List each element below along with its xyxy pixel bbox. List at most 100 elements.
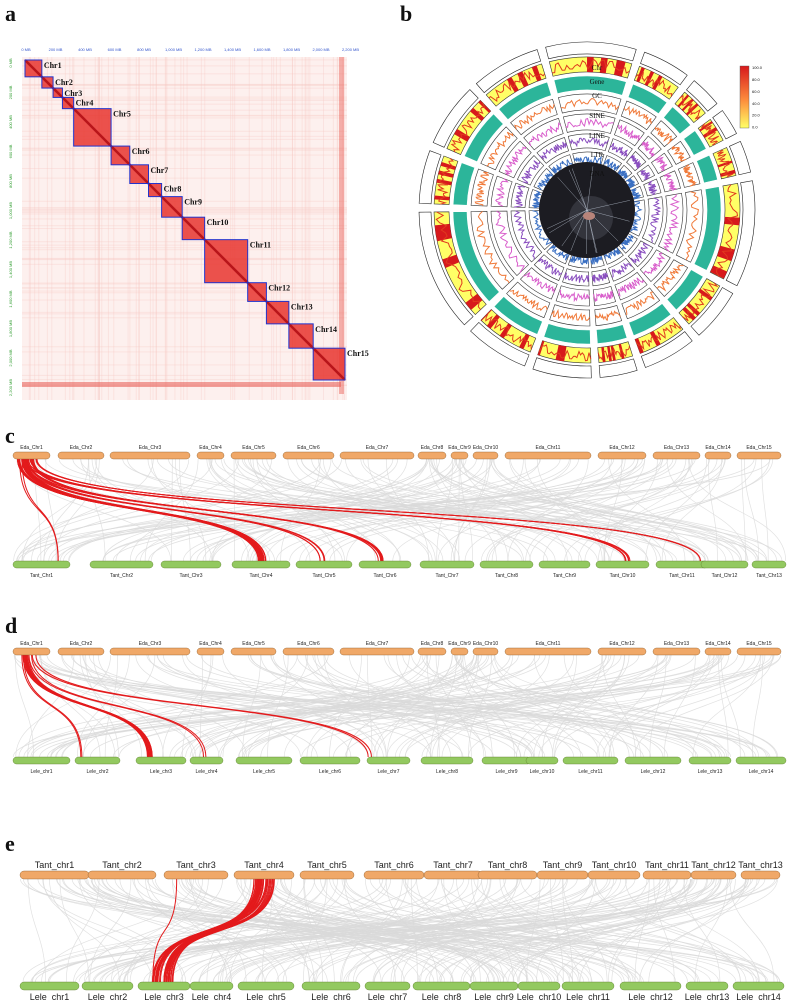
heatmap-stripe	[22, 96, 347, 98]
ltr-line	[639, 169, 651, 180]
top-chromosome-label: Eda_Chr10	[473, 641, 499, 647]
dna-line	[604, 158, 620, 171]
heatmap-stripe	[294, 57, 296, 400]
grey-synteny-link	[127, 458, 549, 562]
heatmap-stripe	[279, 57, 281, 400]
grey-synteny-link	[373, 878, 621, 983]
grey-synteny-link	[492, 458, 749, 562]
gene-density-hotspot	[644, 70, 655, 86]
bottom-chromosome-bar	[751, 560, 787, 569]
heatmap-stripe	[22, 168, 347, 170]
gc-track	[596, 324, 628, 344]
bottom-chromosome-label: Lele_chr8	[422, 992, 462, 1000]
grey-synteny-link	[79, 878, 316, 983]
gene-density-hotspot	[618, 343, 625, 359]
bottom-chromosome-label: Tant_Chr9	[553, 573, 576, 579]
ltr-line	[514, 185, 526, 208]
grey-synteny-link	[115, 458, 429, 562]
bottom-chromosome-bar	[412, 981, 471, 991]
top-chromosome-bar	[690, 870, 737, 880]
grey-synteny-link	[68, 458, 467, 562]
heatmap-stripe	[22, 177, 347, 179]
gene-line	[682, 282, 719, 322]
heatmap-stripe	[152, 57, 154, 400]
top-chromosome-bar	[642, 870, 692, 880]
hic-heatmap: 0 MB 200 MB 400 MB 600 MB 800 MB 1,000 MB 1,20…	[8, 47, 369, 400]
chr-ideogram	[432, 89, 479, 148]
bottom-chromosome-label: Lele_chr10	[530, 769, 555, 775]
heatmap-stripe	[164, 57, 166, 400]
heatmap-stripe	[22, 313, 347, 315]
ltr-line	[521, 160, 541, 184]
grey-synteny-link	[65, 878, 100, 983]
top-chromosome-label: Tant_chr10	[592, 860, 637, 870]
top-chromosome-label: Eda_Chr7	[366, 641, 389, 647]
gene-density-hotspot	[555, 345, 563, 361]
heatmap-stripe	[22, 209, 347, 211]
gene-line	[485, 312, 532, 350]
red-synteny-link	[23, 654, 83, 758]
top-chromosome-label: Eda_Chr4	[199, 445, 222, 451]
sine-line	[671, 145, 687, 162]
heatmap-stripe	[97, 57, 99, 400]
gene-density-hotspot	[682, 307, 696, 321]
grey-synteny-link	[31, 458, 154, 562]
grey-synteny-link	[595, 878, 741, 983]
line-line	[559, 289, 590, 303]
track-label: LINE	[589, 132, 605, 140]
heatmap-stripe	[22, 99, 347, 101]
top-chromosome-bar	[417, 647, 447, 656]
dna-line	[628, 201, 643, 232]
top-chromosome-label: Tant_chr5	[307, 860, 347, 870]
bottom-chromosome-label: Lele_chr10	[517, 992, 562, 1000]
heatmap-stripe	[22, 65, 347, 67]
bottom-chromosome-bar	[237, 981, 295, 991]
web-strand	[557, 177, 588, 211]
chr-ideogram	[690, 287, 734, 336]
grey-synteny-link	[279, 878, 579, 983]
top-chromosome-bar	[477, 870, 538, 880]
grey-synteny-link	[386, 654, 607, 758]
grey-synteny-link	[404, 654, 775, 758]
grey-synteny-link	[649, 654, 667, 758]
bottom-chromosome-label: Tant_Chr6	[373, 573, 396, 579]
grey-synteny-link	[88, 458, 106, 562]
bottom-chromosome-bar	[19, 981, 80, 991]
chromosome-label: Chr14	[315, 325, 337, 334]
heatmap-stripe	[34, 57, 36, 400]
heatmap-stripe	[29, 57, 31, 400]
chromosome-label: Chr15	[347, 349, 369, 358]
heatmap-stripe	[230, 57, 232, 400]
gene-density-hotspot	[717, 160, 733, 168]
top-chromosome-label: Eda_Chr1	[20, 445, 43, 451]
left-tick-label: 200 MB	[8, 85, 13, 99]
bottom-chromosome-label: Lele_chr9	[474, 992, 514, 1000]
grey-synteny-link	[208, 458, 402, 562]
heatmap-stripe	[98, 57, 100, 400]
bottom-chromosome-bar	[358, 560, 412, 569]
grey-synteny-link	[608, 654, 715, 758]
heatmap-stripe	[135, 57, 137, 400]
red-synteny-link	[35, 654, 372, 758]
gc-track	[666, 269, 704, 311]
chromosome-border	[129, 164, 150, 185]
gene-line	[450, 102, 486, 153]
left-tick-label: 1,200 MB	[8, 231, 13, 248]
top-chromosome-bar	[597, 647, 647, 656]
top-chromosome-bar	[57, 647, 105, 656]
grey-synteny-link	[470, 878, 752, 983]
grey-synteny-link	[683, 878, 721, 983]
grey-synteny-link	[311, 458, 611, 562]
heatmap-stripe	[22, 103, 347, 105]
gc-track	[683, 130, 707, 156]
bottom-chromosome-label: Lele_chr11	[578, 769, 603, 775]
grey-synteny-link	[536, 458, 606, 562]
sine-line	[654, 126, 674, 145]
grey-synteny-link	[533, 654, 626, 758]
gene-density-hotspot	[435, 230, 452, 242]
gene-density-hotspot	[442, 254, 460, 268]
grey-synteny-link	[59, 878, 90, 983]
grey-synteny-link	[126, 878, 209, 983]
heatmap-stripe	[22, 244, 347, 246]
heatmap-stripe	[22, 282, 347, 284]
